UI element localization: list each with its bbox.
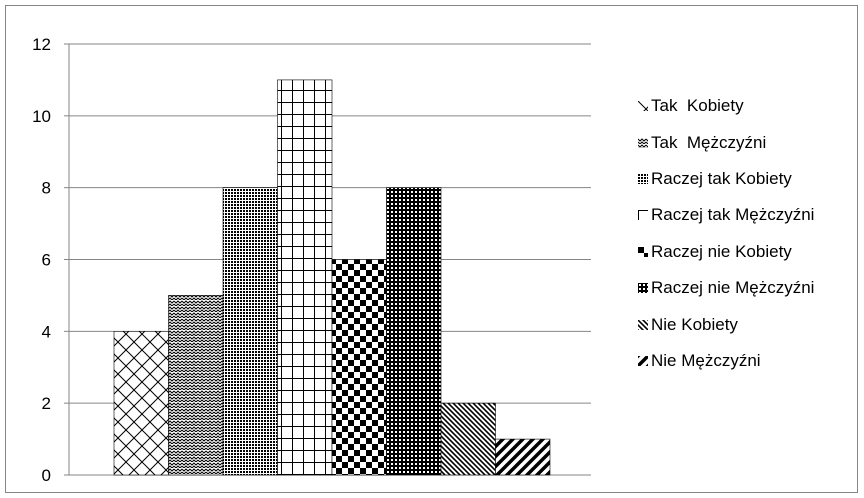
legend-label: Raczej nie Kobiety — [651, 241, 792, 261]
legend-swatch — [638, 101, 648, 112]
y-tick-label: 12 — [32, 35, 51, 54]
legend-label: Tak Kobiety — [651, 96, 744, 116]
bar-8 — [495, 438, 551, 476]
bar-7 — [440, 402, 496, 476]
y-tick-label: 4 — [42, 322, 51, 341]
bar-5 — [331, 259, 387, 476]
legend-item: Raczej nie Kobiety — [638, 234, 863, 270]
y-tick-label: 8 — [42, 179, 51, 198]
legend: Tak Kobiety Tak Mężczyźni Raczej tak Kobie… — [638, 88, 863, 379]
y-tick-label: 10 — [32, 107, 51, 126]
y-tick-label: 6 — [42, 251, 51, 270]
bar-6 — [386, 187, 442, 476]
legend-swatch — [638, 137, 648, 148]
plot-area: 0 2 4 6 8 10 12 — [32, 35, 591, 485]
legend-swatch — [638, 319, 648, 330]
legend-swatch — [638, 210, 648, 221]
legend-label: Nie Mężczyźni — [651, 350, 761, 370]
legend-swatch — [638, 355, 648, 366]
y-tick-label: 0 — [42, 466, 51, 485]
legend-swatch — [638, 173, 648, 184]
legend-item: Nie Kobiety — [638, 306, 863, 342]
legend-swatch — [638, 246, 648, 257]
legend-label: Nie Kobiety — [651, 314, 738, 334]
bar-4 — [277, 79, 333, 476]
legend-item: Tak Mężczyźni — [638, 124, 863, 160]
bar-2 — [168, 295, 224, 476]
chart-frame: 0 2 4 6 8 10 12 Tak Kobiety Tak Mężczyźni Raczej… — [5, 5, 858, 493]
legend-label: Raczej nie Mężczyźni — [651, 278, 815, 298]
bar-1 — [113, 331, 169, 476]
legend-item: Raczej nie Mężczyźni — [638, 270, 863, 306]
legend-item: Nie Mężczyźni — [638, 343, 863, 379]
bars — [113, 79, 551, 476]
bar-3 — [222, 187, 278, 476]
legend-label: Raczej tak Kobiety — [651, 168, 792, 188]
legend-label: Raczej tak Mężczyźni — [651, 205, 815, 225]
legend-label: Tak Mężczyźni — [651, 132, 767, 152]
legend-item: Tak Kobiety — [638, 88, 863, 124]
legend-swatch — [638, 283, 648, 294]
y-axis-tick-labels: 0 2 4 6 8 10 12 — [32, 35, 51, 485]
legend-item: Raczej tak Kobiety — [638, 161, 863, 197]
legend-item: Raczej tak Mężczyźni — [638, 197, 863, 233]
y-tick-label: 2 — [42, 394, 51, 413]
